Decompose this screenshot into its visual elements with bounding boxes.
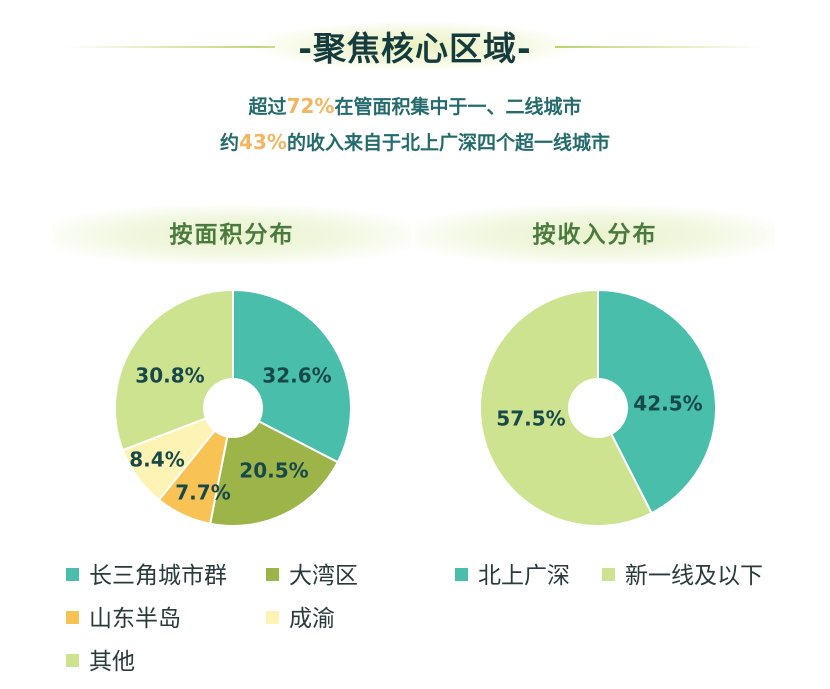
pie-slice-tier1 <box>597 288 717 515</box>
title-glow <box>260 22 570 70</box>
area-panel-title: 按面积分布 <box>52 206 412 264</box>
subtitle-line-1: 超过72%在管面积集中于一、二线城市 <box>0 92 830 119</box>
legend-swatch-teal <box>455 568 468 581</box>
legend-label: 成渝 <box>289 606 335 632</box>
legend-swatch-olive <box>266 568 279 581</box>
legend-item-tier1: 北上广深 <box>455 561 570 591</box>
title-divider-right <box>555 46 765 48</box>
pie-value-label-new-tier1-below: 57.5% <box>496 407 565 431</box>
legend-item-other: 其他 <box>66 647 135 677</box>
legend-swatch-lightgreen <box>66 654 79 667</box>
legend-label: 新一线及以下 <box>625 563 763 589</box>
area-pie-chart: 32.6% 20.5% 7.7% 8.4% 30.8% <box>114 288 352 527</box>
legend-swatch-cream <box>266 611 279 624</box>
legend-label: 山东半岛 <box>89 606 181 632</box>
subtitle-2-prefix: 约 <box>220 132 240 154</box>
subtitle-line-2: 约43%的收入来自于北上广深四个超一线城市 <box>0 128 830 155</box>
donut-hole <box>203 378 263 438</box>
legend-label: 大湾区 <box>289 563 358 589</box>
legend-label: 其他 <box>89 649 135 675</box>
legend-swatch-lightgreen <box>602 568 615 581</box>
legend-item-new-tier1-below: 新一线及以下 <box>602 561 763 591</box>
pie-slice-greater-bay <box>208 406 340 527</box>
legend-swatch-teal <box>66 568 79 581</box>
pie-value-label-shandong: 7.7% <box>175 481 230 505</box>
donut-hole <box>568 378 628 438</box>
header-title-row: -聚焦核心区域- <box>0 18 830 74</box>
revenue-panel-title: 按收入分布 <box>415 206 775 264</box>
pie-value-label-tier1: 42.5% <box>633 392 702 416</box>
legend-label: 北上广深 <box>478 563 570 589</box>
pie-value-label-greater-bay: 20.5% <box>239 459 308 483</box>
legend-item-greater-bay: 大湾区 <box>266 561 358 591</box>
subtitle-2-highlight: 43% <box>239 130 287 154</box>
legend-item-yangtze: 长三角城市群 <box>66 561 227 591</box>
subtitle-1-suffix: 在管面积集中于一、二线城市 <box>334 96 582 118</box>
legend-item-shandong: 山东半岛 <box>66 604 181 634</box>
subtitle-1-prefix: 超过 <box>248 96 287 118</box>
revenue-pie-chart: 42.5% 57.5% <box>479 288 717 527</box>
pie-value-label-other: 30.8% <box>135 364 204 388</box>
page-title: -聚焦核心区域- <box>298 29 532 68</box>
subtitle-1-highlight: 72% <box>286 94 335 118</box>
legend-swatch-orange <box>66 611 79 624</box>
pie-slice-yangtze <box>232 288 352 464</box>
subtitle-2-suffix: 的收入来自于北上广深四个超一线城市 <box>286 132 610 154</box>
pie-value-label-yangtze: 32.6% <box>262 364 331 388</box>
legend-item-chengyu: 成渝 <box>266 604 335 634</box>
title-divider-left <box>65 46 275 48</box>
legend-label: 长三角城市群 <box>89 563 227 589</box>
pie-slice-new-tier1-below <box>479 288 653 527</box>
pie-value-label-chengyu: 8.4% <box>129 448 184 472</box>
